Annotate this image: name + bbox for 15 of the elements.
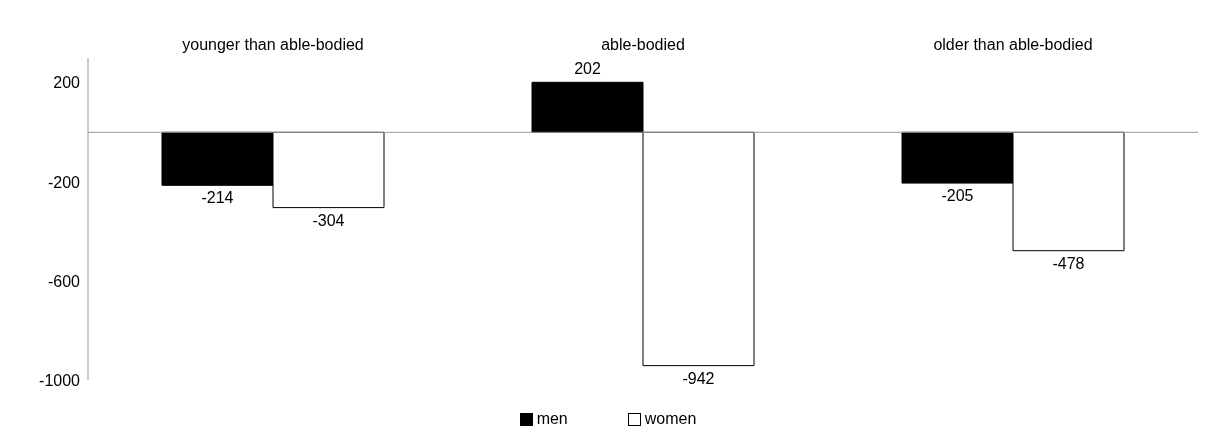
- y-tick-label: -1000: [39, 371, 81, 389]
- x-tick-label: younger than able-bodied: [182, 36, 364, 53]
- data-label: 202: [574, 60, 601, 78]
- legend-label: women: [643, 410, 697, 428]
- x-tick-label: older than able-bodied: [933, 36, 1093, 53]
- x-tick-label: able-bodied: [601, 36, 685, 53]
- y-tick-label: 200: [53, 74, 81, 92]
- data-label: -304: [312, 211, 345, 229]
- legend-label: men: [535, 410, 568, 428]
- data-label: -205: [941, 187, 974, 205]
- y-tick-label: -600: [47, 272, 81, 290]
- data-label: -478: [1052, 254, 1085, 272]
- y-tick-label: -200: [47, 173, 81, 191]
- data-label: -942: [682, 369, 715, 387]
- data-label: -214: [201, 189, 234, 207]
